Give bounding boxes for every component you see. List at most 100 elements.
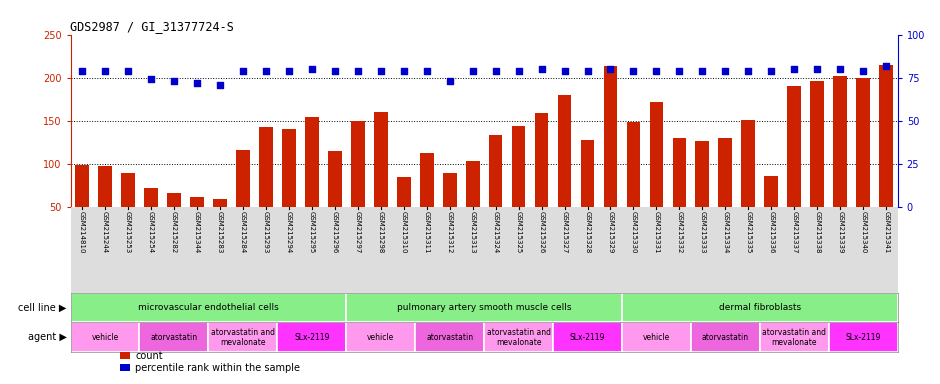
Bar	[120, 364, 130, 371]
Point	[74, 68, 89, 74]
Text: GSM215311: GSM215311	[424, 211, 430, 253]
Point	[809, 66, 824, 72]
Point	[281, 68, 296, 74]
Bar	[70, 293, 346, 323]
Point	[879, 63, 894, 69]
Bar	[236, 150, 250, 207]
Text: count: count	[135, 351, 163, 361]
Bar	[443, 173, 457, 207]
Bar	[282, 129, 296, 207]
Text: GSM215344: GSM215344	[194, 211, 200, 253]
Text: GSM215326: GSM215326	[539, 211, 544, 253]
Bar	[650, 102, 664, 207]
Text: SLx-2119: SLx-2119	[846, 333, 881, 342]
Bar	[144, 188, 158, 207]
Bar	[810, 81, 824, 207]
Point	[787, 66, 802, 72]
Bar	[535, 113, 548, 207]
Bar	[213, 199, 227, 207]
Bar	[489, 135, 503, 207]
Text: GSM215328: GSM215328	[585, 211, 590, 253]
Bar	[139, 323, 209, 352]
Point	[98, 68, 113, 74]
Bar	[718, 138, 732, 207]
Text: GSM215330: GSM215330	[631, 211, 636, 253]
Text: GSM215283: GSM215283	[217, 211, 223, 253]
Bar	[557, 95, 572, 207]
Bar	[691, 323, 760, 352]
Text: atorvastatin and
mevalonate: atorvastatin and mevalonate	[487, 328, 551, 347]
Bar	[581, 140, 594, 207]
Point	[855, 68, 870, 74]
Text: agent ▶: agent ▶	[28, 332, 67, 342]
Bar	[258, 127, 273, 207]
Text: GSM215254: GSM215254	[148, 211, 154, 253]
Text: GSM215335: GSM215335	[745, 211, 751, 253]
Text: GSM215293: GSM215293	[263, 211, 269, 253]
Bar	[351, 121, 365, 207]
Bar	[346, 293, 622, 323]
Point	[189, 80, 204, 86]
Text: GSM215296: GSM215296	[332, 211, 337, 253]
Point	[373, 68, 388, 74]
Bar	[397, 177, 411, 207]
Point	[235, 68, 250, 74]
Text: vehicle: vehicle	[91, 333, 118, 342]
Text: GSM215324: GSM215324	[493, 211, 498, 253]
Text: GSM215253: GSM215253	[125, 211, 131, 253]
Text: GDS2987 / GI_31377724-S: GDS2987 / GI_31377724-S	[70, 20, 234, 33]
Point	[419, 68, 434, 74]
Text: GSM215331: GSM215331	[653, 211, 660, 253]
Bar	[420, 152, 433, 207]
Bar	[553, 323, 622, 352]
Point	[327, 68, 342, 74]
Text: GSM215282: GSM215282	[171, 211, 177, 253]
Bar	[760, 323, 829, 352]
Bar	[277, 323, 346, 352]
Bar	[415, 323, 484, 352]
Text: GSM215339: GSM215339	[838, 211, 843, 253]
Bar	[627, 121, 640, 207]
Point	[120, 68, 135, 74]
Text: atorvastatin and
mevalonate: atorvastatin and mevalonate	[762, 328, 826, 347]
Bar	[788, 86, 801, 207]
Bar	[484, 323, 553, 352]
Bar	[328, 151, 341, 207]
Point	[305, 66, 320, 72]
Point	[764, 68, 779, 74]
Text: GSM215298: GSM215298	[378, 211, 384, 253]
Text: vehicle: vehicle	[368, 333, 394, 342]
Bar	[374, 112, 387, 207]
Point	[741, 68, 756, 74]
Text: SLx-2119: SLx-2119	[570, 333, 605, 342]
Bar	[305, 117, 319, 207]
Point	[718, 68, 733, 74]
Point	[351, 68, 366, 74]
Text: GSM215329: GSM215329	[607, 211, 614, 253]
Text: atorvastatin: atorvastatin	[702, 333, 749, 342]
Point	[833, 66, 848, 72]
Point	[396, 68, 411, 74]
Point	[144, 76, 159, 83]
Bar	[829, 323, 898, 352]
Bar	[346, 323, 415, 352]
Bar	[190, 197, 204, 207]
Point	[649, 68, 664, 74]
Text: GSM215312: GSM215312	[446, 211, 453, 253]
Text: GSM215341: GSM215341	[884, 211, 889, 253]
Point	[580, 68, 595, 74]
Bar	[856, 78, 870, 207]
Bar	[622, 323, 691, 352]
Bar	[742, 120, 755, 207]
Bar	[121, 173, 134, 207]
Text: GSM215337: GSM215337	[791, 211, 797, 253]
Text: dermal fibroblasts: dermal fibroblasts	[719, 303, 801, 312]
Bar	[696, 141, 710, 207]
Bar	[672, 138, 686, 207]
Bar	[622, 293, 898, 323]
Text: SLx-2119: SLx-2119	[294, 333, 329, 342]
Text: GSM215313: GSM215313	[470, 211, 476, 253]
Bar	[120, 352, 130, 359]
Text: GSM215325: GSM215325	[515, 211, 522, 253]
Point	[557, 68, 572, 74]
